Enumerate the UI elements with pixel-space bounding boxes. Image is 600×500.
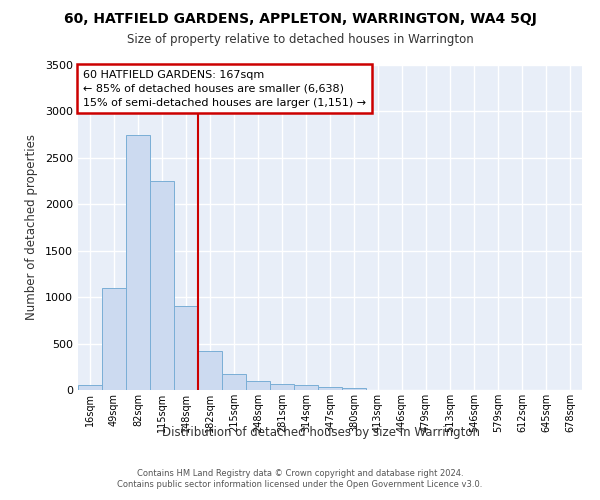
Bar	[246, 380, 270, 390]
Y-axis label: Number of detached properties: Number of detached properties	[25, 134, 38, 320]
Bar	[102, 288, 126, 390]
Bar	[222, 374, 246, 390]
Bar	[150, 181, 174, 390]
Bar	[294, 386, 318, 390]
Bar	[126, 134, 150, 390]
Text: Contains HM Land Registry data © Crown copyright and database right 2024.: Contains HM Land Registry data © Crown c…	[137, 469, 463, 478]
Bar	[174, 306, 198, 390]
Bar	[270, 384, 294, 390]
Text: 60 HATFIELD GARDENS: 167sqm
← 85% of detached houses are smaller (6,638)
15% of : 60 HATFIELD GARDENS: 167sqm ← 85% of det…	[83, 70, 366, 108]
Text: Size of property relative to detached houses in Warrington: Size of property relative to detached ho…	[127, 32, 473, 46]
Text: 60, HATFIELD GARDENS, APPLETON, WARRINGTON, WA4 5QJ: 60, HATFIELD GARDENS, APPLETON, WARRINGT…	[64, 12, 536, 26]
Bar	[318, 387, 342, 390]
Text: Distribution of detached houses by size in Warrington: Distribution of detached houses by size …	[162, 426, 480, 439]
Bar	[78, 386, 102, 390]
Text: Contains public sector information licensed under the Open Government Licence v3: Contains public sector information licen…	[118, 480, 482, 489]
Bar	[342, 388, 366, 390]
Bar	[198, 351, 222, 390]
